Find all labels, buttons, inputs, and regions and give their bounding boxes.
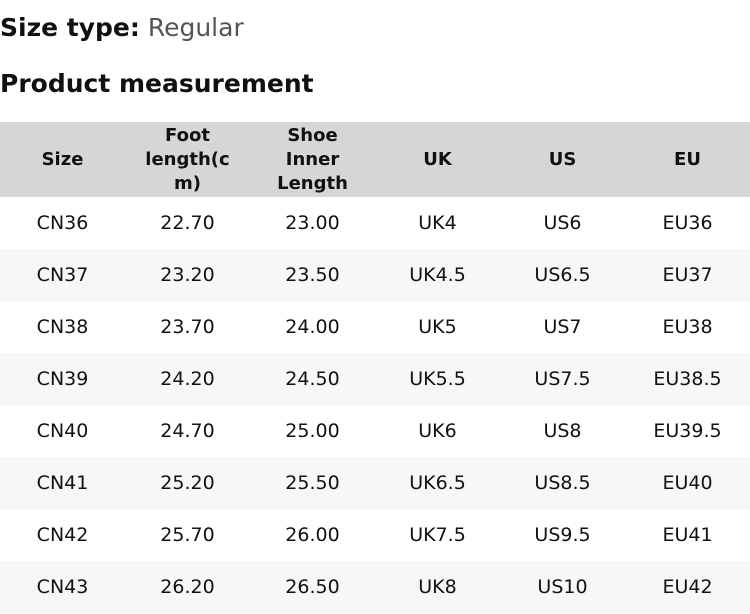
table-cell: UK4.5	[375, 249, 500, 301]
table-cell: UK7.5	[409, 524, 466, 546]
column-header: Size	[0, 122, 125, 197]
column-header: EU	[625, 122, 750, 197]
table-row: CN40 24.70 25.00 UK6 US8 EU39.5	[0, 405, 750, 457]
table-cell: CN42	[36, 524, 89, 546]
table-cell: CN37	[0, 249, 125, 301]
table-cell: 25.00	[285, 420, 340, 442]
table-cell: 25.20	[125, 457, 250, 509]
table-cell: UK4	[418, 212, 457, 234]
column-header-label: US	[548, 148, 577, 170]
table-row: CN39 24.20 24.50 UK5.5 US7.5 EU38.5	[0, 353, 750, 405]
table-cell: UK8	[375, 561, 500, 613]
table-cell: CN38	[36, 316, 89, 338]
table-row: CN38 23.70 24.00 UK5 US7 EU38	[0, 301, 750, 353]
table-cell: CN39	[0, 353, 125, 405]
table-cell: 24.70	[160, 420, 215, 442]
table-cell: EU39.5	[653, 420, 722, 442]
table-cell: 24.50	[250, 353, 375, 405]
table-cell: CN36	[36, 212, 89, 234]
table-row: CN43 26.20 26.50 UK8 US10 EU42	[0, 561, 750, 613]
table-cell: 25.50	[250, 457, 375, 509]
column-header: UK	[375, 122, 500, 197]
table-cell: EU41	[662, 524, 713, 546]
size-chart-table: Size Foot length(cm) Shoe Inner Length U…	[0, 122, 750, 613]
table-cell: US9.5	[534, 524, 591, 546]
table-cell: 24.20	[125, 353, 250, 405]
table-cell: 26.50	[250, 561, 375, 613]
table-cell: 23.20	[125, 249, 250, 301]
table-cell: UK6.5	[375, 457, 500, 509]
column-header-label: UK	[423, 148, 452, 170]
size-type-label: Size type:	[0, 13, 140, 42]
table-cell: UK5	[418, 316, 457, 338]
table-cell: CN41	[0, 457, 125, 509]
table-cell: UK5.5	[375, 353, 500, 405]
table-cell: 23.50	[250, 249, 375, 301]
table-cell: EU37	[625, 249, 750, 301]
table-cell: EU42	[625, 561, 750, 613]
table-cell: US6.5	[500, 249, 625, 301]
table-cell: 24.00	[285, 316, 340, 338]
column-header: Shoe Inner Length	[250, 122, 375, 197]
size-type-value: Regular	[147, 13, 244, 42]
table-cell: 26.00	[285, 524, 340, 546]
table-cell: CN43	[0, 561, 125, 613]
column-header-label: EU	[674, 148, 701, 170]
table-row: CN37 23.20 23.50 UK4.5 US6.5 EU37	[0, 249, 750, 301]
table-cell: EU36	[662, 212, 713, 234]
table-cell: EU38.5	[625, 353, 750, 405]
column-header-label: Size	[41, 148, 84, 170]
table-cell: US8.5	[500, 457, 625, 509]
table-cell: 25.70	[160, 524, 215, 546]
table-cell: US6	[543, 212, 582, 234]
column-header: US	[500, 122, 625, 197]
table-cell: EU38	[662, 316, 713, 338]
size-type: Size type: Regular	[0, 12, 244, 44]
table-row: CN42 25.70 26.00 UK7.5 US9.5 EU41	[0, 509, 750, 561]
table-cell: UK6	[418, 420, 457, 442]
table-cell: 23.00	[285, 212, 340, 234]
column-header: Foot length(cm)	[125, 122, 250, 197]
section-title: Product measurement	[0, 69, 314, 98]
column-header-label: Foot length(cm)	[145, 124, 230, 194]
table-cell: CN40	[36, 420, 89, 442]
table-cell: US8	[543, 420, 582, 442]
table-cell: 22.70	[160, 212, 215, 234]
table-cell: EU40	[625, 457, 750, 509]
table-row: CN41 25.20 25.50 UK6.5 US8.5 EU40	[0, 457, 750, 509]
table-header-row: Size Foot length(cm) Shoe Inner Length U…	[0, 122, 750, 197]
table-cell: US10	[500, 561, 625, 613]
table-cell: US7	[543, 316, 582, 338]
table-cell: US7.5	[500, 353, 625, 405]
table-cell: 26.20	[125, 561, 250, 613]
table-cell: 23.70	[160, 316, 215, 338]
table-row: CN36 22.70 23.00 UK4 US6 EU36	[0, 197, 750, 249]
column-header-label: Shoe Inner Length	[277, 124, 348, 194]
